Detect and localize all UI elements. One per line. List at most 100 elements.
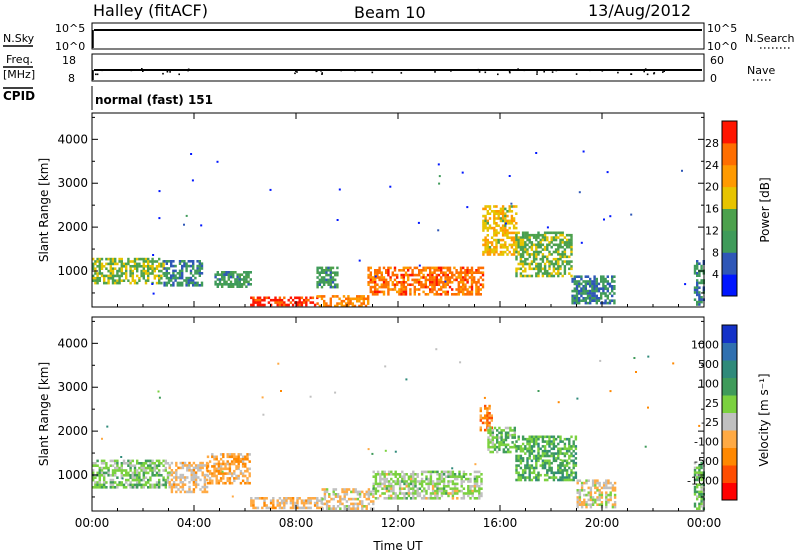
freq-unit-label: [MHz]: [3, 68, 35, 81]
colorbar-tick-label: 100: [698, 377, 719, 390]
x-tick-label: 08:00: [279, 516, 314, 530]
colorbar-swatch: [722, 412, 737, 431]
colorbar-tick-label: 24: [705, 159, 719, 172]
colorbar-tick-label: 25: [705, 397, 719, 410]
time-axis-label: Time UT: [372, 539, 423, 553]
x-tick-label: 20:00: [585, 516, 620, 530]
station-title: Halley (fitACF): [93, 1, 208, 20]
velocity-data: [92, 348, 705, 510]
freq-label: Freq.: [6, 53, 33, 66]
colorbar-swatch: [722, 230, 737, 253]
nsky-tick-top: 10^5: [55, 22, 85, 35]
power-echo-region: [316, 295, 370, 308]
vel-echo-region: [576, 479, 617, 509]
colorbar-tick-label: 4: [712, 268, 719, 281]
colorbar-swatch: [722, 465, 737, 483]
power-echo-region: [571, 275, 616, 305]
colorbar-swatch: [722, 208, 737, 231]
power-echo-region: [515, 231, 573, 278]
y-tick-label: 4000: [57, 132, 88, 146]
power-scatter-echoes: [151, 150, 687, 295]
colorbar-swatch: [722, 252, 737, 275]
colorbar-tick-label: 12: [705, 224, 719, 237]
vel-echo-region: [515, 435, 578, 482]
colorbar-swatch: [722, 430, 737, 448]
colorbar-swatch: [722, 142, 737, 166]
nave-tick-bottom: 0: [710, 72, 717, 85]
y-tick-label: 3000: [57, 380, 88, 394]
y-tick-label: 2000: [57, 424, 88, 438]
colorbar-swatch: [722, 482, 737, 501]
nave-label: Nave: [747, 64, 775, 77]
colorbar-swatch: [722, 360, 737, 378]
vel-echo-region: [206, 453, 251, 485]
colorbar-swatch: [722, 447, 737, 466]
colorbar-tick-label: -500: [694, 455, 719, 468]
colorbar-tick-label: -25: [701, 416, 719, 429]
power-echo-region: [214, 271, 252, 288]
freq-tick-top: 18: [62, 54, 76, 67]
x-tick-label: 16:00: [483, 516, 518, 530]
vel-echo-region: [372, 470, 483, 500]
nsky-label: N.Sky: [3, 32, 35, 45]
nsky-panel: N.Sky 10^5 10^0 10^5 10^0 N.Search: [3, 22, 795, 53]
power-echo-region: [163, 260, 204, 287]
colorbar-swatch: [722, 186, 737, 209]
y-tick-label: 3000: [57, 176, 88, 190]
colorbar-tick-label: 1000: [691, 338, 719, 351]
power-echo-region: [92, 257, 165, 285]
colorbar-swatch: [722, 164, 737, 188]
colorbar-tick-label: 16: [705, 203, 719, 216]
cpid-value: normal (fast) 151: [95, 93, 213, 107]
power-cbar-label: Power [dB]: [758, 177, 772, 242]
x-tick-label: 12:00: [381, 516, 416, 530]
colorbar-tick-label: 20: [705, 181, 719, 194]
colorbar-swatch: [722, 121, 737, 144]
power-echo-region: [693, 260, 705, 306]
nsearch-tick-top: 10^5: [707, 22, 737, 35]
colorbar-swatch: [722, 377, 737, 396]
colorbar-tick-label: -1000: [687, 475, 719, 488]
velocity-panel: 1000 2000 3000 4000 00:00 04:00 08:00 12:00 16:…: [37, 316, 771, 530]
y-tick-label: 1000: [57, 264, 88, 278]
vel-echo-region: [479, 404, 493, 432]
power-echo-region: [250, 296, 319, 307]
freq-panel: Freq. [MHz] 18 8 60 0 Nave: [3, 53, 775, 85]
power-echo-region: [482, 205, 518, 256]
power-ylabel: Slant Range [km]: [37, 158, 51, 262]
vel-echo-region: [168, 461, 209, 494]
colorbar-tick-label: -100: [694, 436, 719, 449]
power-echo-region: [316, 266, 339, 289]
y-tick-label: 2000: [57, 220, 88, 234]
colorbar-swatch: [722, 395, 737, 413]
nsearch-tick-bottom: 10^0: [707, 40, 737, 53]
y-tick-label: 4000: [57, 336, 88, 350]
power-echo-region: [367, 266, 485, 296]
colorbar-swatch: [722, 274, 737, 297]
vel-echo-region: [92, 459, 170, 489]
nave-tick-top: 60: [710, 54, 724, 67]
nsky-tick-bottom: 10^0: [55, 40, 85, 53]
vel-echo-region: [487, 426, 516, 454]
power-data: [92, 150, 705, 308]
x-tick-label: 00:00: [75, 516, 110, 530]
colorbar-swatch: [722, 342, 737, 361]
date-title: 13/Aug/2012: [588, 1, 691, 20]
power-panel: 1000 2000 3000 4000 Slant Range [km] 4 8 12 16…: [37, 112, 772, 308]
colorbar-tick-label: 8: [712, 246, 719, 259]
vel-echo-region: [321, 488, 375, 510]
y-tick-label: 1000: [57, 468, 88, 482]
freq-tick-bottom: 8: [68, 72, 75, 85]
x-tick-label: 00:00: [687, 516, 722, 530]
colorbar-tick-label: 500: [698, 358, 719, 371]
vel-scatter-echoes: [101, 348, 703, 498]
colorbar-tick-label: 28: [705, 137, 719, 150]
colorbar-swatch: [722, 325, 737, 343]
nsearch-label: N.Search: [745, 32, 795, 45]
velocity-ylabel: Slant Range [km]: [37, 362, 51, 466]
cpid-label: CPID: [3, 89, 35, 103]
velocity-cbar-label: Velocity [m s⁻¹]: [757, 373, 771, 466]
beam-title: Beam 10: [354, 3, 426, 22]
x-tick-label: 04:00: [177, 516, 212, 530]
